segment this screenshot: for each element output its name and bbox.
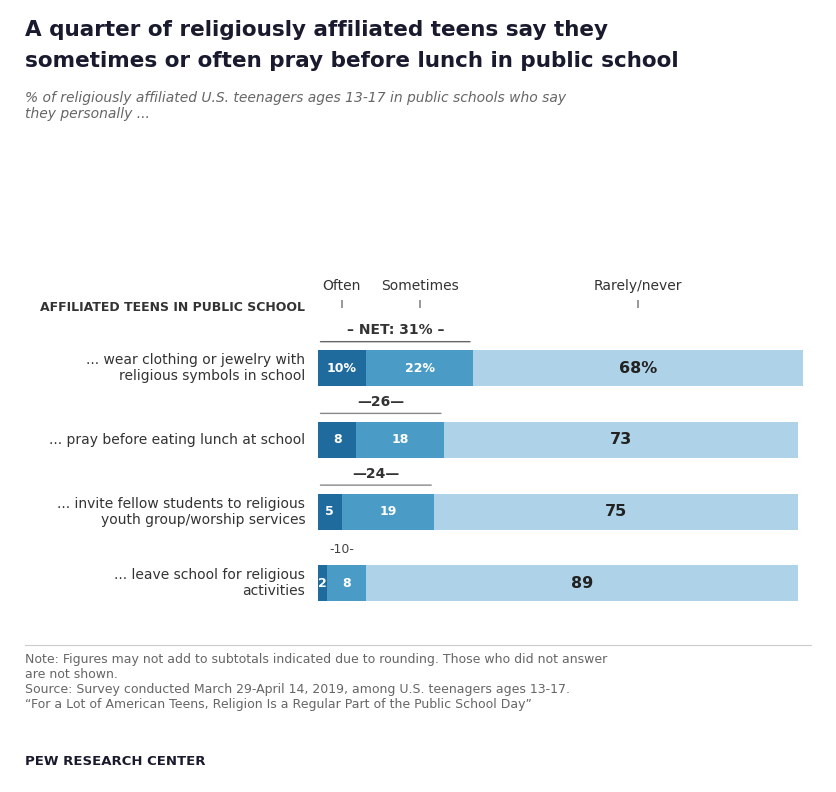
Bar [366, 565, 798, 601]
Text: —26—: —26— [357, 395, 405, 409]
Bar [434, 493, 798, 530]
Text: Often: Often [323, 279, 361, 293]
Bar [318, 565, 328, 601]
Text: 5: 5 [325, 505, 334, 518]
Text: Note: Figures may not add to subtotals indicated due to rounding. Those who did : Note: Figures may not add to subtotals i… [25, 653, 607, 711]
Text: 18: 18 [391, 433, 409, 447]
Text: ... pray before eating lunch at school: ... pray before eating lunch at school [49, 433, 305, 447]
Text: 68%: 68% [619, 360, 657, 375]
Text: 19: 19 [380, 505, 396, 518]
Text: % of religiously affiliated U.S. teenagers ages 13-17 in public schools who say
: % of religiously affiliated U.S. teenage… [25, 91, 566, 121]
Bar [342, 493, 434, 530]
Bar [318, 493, 342, 530]
Text: 75: 75 [604, 505, 627, 520]
Text: 8: 8 [333, 433, 341, 447]
Text: 73: 73 [609, 432, 632, 447]
Text: PEW RESEARCH CENTER: PEW RESEARCH CENTER [25, 756, 206, 768]
Text: 8: 8 [343, 577, 351, 590]
Text: 10%: 10% [327, 362, 357, 375]
Text: Rarely/never: Rarely/never [594, 279, 682, 293]
Bar [473, 350, 803, 386]
Bar [318, 422, 356, 458]
Text: —24—: —24— [352, 466, 400, 481]
Bar [328, 565, 366, 601]
Text: ... invite fellow students to religious
youth group/worship services: ... invite fellow students to religious … [57, 497, 305, 527]
Bar [444, 422, 798, 458]
Bar [366, 350, 473, 386]
Text: ... wear clothing or jewelry with
religious symbols in school: ... wear clothing or jewelry with religi… [86, 353, 305, 383]
Text: ... leave school for religious
activities: ... leave school for religious activitie… [115, 569, 305, 599]
Text: AFFILIATED TEENS IN PUBLIC SCHOOL: AFFILIATED TEENS IN PUBLIC SCHOOL [40, 301, 305, 314]
Text: – NET: 31% –: – NET: 31% – [346, 323, 444, 337]
Text: Sometimes: Sometimes [380, 279, 458, 293]
Text: 89: 89 [571, 576, 593, 591]
Text: -10-: -10- [329, 543, 354, 556]
Bar [356, 422, 444, 458]
Text: sometimes or often pray before lunch in public school: sometimes or often pray before lunch in … [25, 51, 679, 71]
Text: 2: 2 [319, 577, 327, 590]
Text: A quarter of religiously affiliated teens say they: A quarter of religiously affiliated teen… [25, 20, 608, 40]
Bar [318, 350, 366, 386]
Text: 22%: 22% [405, 362, 435, 375]
